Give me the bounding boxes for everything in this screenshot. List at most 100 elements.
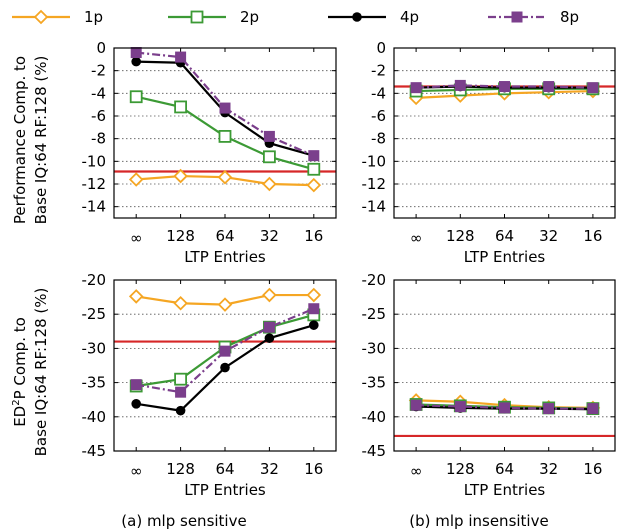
y-tick-label: -4	[371, 84, 386, 102]
y-tick-label: -40	[82, 408, 107, 426]
x-tick-label: 64	[495, 227, 514, 245]
x-tick-label: 128	[446, 460, 475, 478]
data-point-8p	[263, 321, 275, 333]
series-1p	[128, 287, 322, 312]
panel-top-left: 0 -2 -4 -6 -8 -10 -12 -14 ∞ 128 64 32 16 LTP Entries	[82, 39, 337, 266]
series-line-8p	[136, 307, 315, 394]
data-point-8p	[175, 386, 187, 398]
legend-marker-2p	[190, 10, 204, 24]
data-point-4p	[264, 333, 275, 343]
y-tick-label: -10	[362, 152, 387, 170]
y-tick-label: -14	[362, 198, 387, 216]
data-point-4p	[131, 399, 141, 409]
x-tick-label: 64	[215, 460, 234, 478]
data-point-8p	[130, 379, 142, 391]
series-8p	[410, 79, 599, 94]
legend-label-1p: 1p	[84, 8, 103, 26]
y-tick-label: -20	[82, 271, 107, 289]
data-point-8p	[130, 47, 142, 59]
x-tick-label: 16	[304, 460, 323, 478]
y-axis-label-top: Performance Comp. to Base IQ:64 RF:128 (…	[11, 56, 50, 225]
data-point-1p	[173, 168, 188, 184]
data-point-4p	[131, 56, 141, 67]
series-8p	[130, 303, 320, 398]
legend-label-4p: 4p	[400, 8, 419, 26]
x-axis-title: LTP Entries	[464, 481, 546, 499]
data-point-1p	[306, 177, 322, 193]
plot-frame	[113, 279, 337, 452]
data-point-8p	[454, 401, 466, 413]
series-1p	[128, 168, 322, 193]
y-axis-label-bottom: ED2P Comp. to Base IQ:64 RF:128 (%)	[11, 288, 50, 457]
data-point-8p	[543, 403, 555, 415]
data-point-8p	[587, 403, 599, 415]
panel-bottom-right: -20 -25 -30 -35 -40 -45 ∞ 128 64 32 16 LTP Entries	[362, 271, 616, 499]
data-point-1p	[262, 287, 277, 303]
legend-item-2p: 2p	[168, 8, 259, 26]
data-point-1p	[128, 289, 144, 304]
y-tick-label: -35	[82, 374, 107, 392]
plot-frame	[393, 47, 616, 219]
y-tick-label: -25	[362, 305, 387, 323]
y-tick-label: -6	[371, 107, 386, 125]
plot-frame	[113, 47, 337, 219]
y-tick-label: -40	[362, 408, 387, 426]
data-point-1p	[173, 295, 188, 311]
data-point-2p	[262, 150, 276, 164]
data-point-8p	[263, 130, 275, 142]
y-tick-label: -4	[91, 84, 106, 102]
data-point-4p	[220, 362, 230, 373]
series-line-8p	[416, 404, 593, 410]
x-tick-label: 32	[260, 460, 279, 478]
legend-item-8p: 8p	[488, 8, 579, 26]
data-point-8p	[499, 81, 510, 93]
x-tick-label: 16	[304, 227, 323, 245]
legend-label-8p: 8p	[560, 8, 579, 26]
legend: 1p 2p 4p 8p	[12, 8, 579, 26]
y-label-top-line1: Performance Comp. to	[11, 56, 29, 224]
y-tick-label: -45	[362, 442, 387, 460]
y-tick-label: -8	[371, 130, 386, 148]
y-label-bottom-line1: ED2P Comp. to	[11, 317, 29, 427]
x-tick-label: ∞	[410, 462, 423, 480]
y-tick-label: -2	[371, 62, 386, 80]
x-tick-label: ∞	[130, 229, 143, 247]
data-point-8p	[410, 82, 422, 94]
x-axis-title: LTP Entries	[184, 481, 266, 499]
y-tick-label: -45	[82, 442, 107, 460]
y-label-bottom-line2: Base IQ:64 RF:128 (%)	[32, 288, 50, 457]
x-tick-label: 16	[583, 460, 602, 478]
data-point-8p	[543, 81, 555, 93]
y-tick-label: 0	[376, 39, 386, 57]
data-point-8p	[454, 79, 466, 91]
data-point-8p	[410, 399, 422, 411]
y-tick-label: -14	[82, 198, 107, 216]
series-2p	[129, 90, 321, 176]
data-point-1p	[217, 169, 233, 185]
legend-marker-1p	[33, 9, 49, 25]
data-point-2p	[307, 162, 321, 176]
x-tick-label: ∞	[130, 462, 143, 480]
data-point-8p	[308, 303, 320, 315]
data-point-8p	[499, 402, 510, 414]
series-line-8p	[416, 84, 593, 89]
data-point-8p	[587, 82, 599, 94]
y-tick-label: -30	[82, 339, 107, 357]
y-tick-label: -12	[82, 175, 107, 193]
panel-top-right: 0 -2 -4 -6 -8 -10 -12 -14 ∞ 128 64 32 16 LTP Entries	[362, 39, 616, 266]
caption-mlp-sensitive: (a) mlp sensitive	[121, 512, 246, 530]
data-point-4p	[175, 405, 186, 416]
x-tick-label: 32	[539, 460, 558, 478]
y-tick-label: -35	[362, 374, 387, 392]
data-point-1p	[128, 172, 144, 187]
y-tick-label: -20	[362, 271, 387, 289]
data-point-2p	[129, 90, 143, 104]
legend-marker-8p	[511, 11, 523, 23]
data-point-4p	[309, 320, 319, 330]
y-tick-label: -12	[362, 175, 387, 193]
data-point-1p	[217, 297, 233, 312]
data-point-1p	[262, 176, 277, 192]
data-point-8p	[219, 345, 231, 357]
data-point-2p	[174, 100, 188, 114]
